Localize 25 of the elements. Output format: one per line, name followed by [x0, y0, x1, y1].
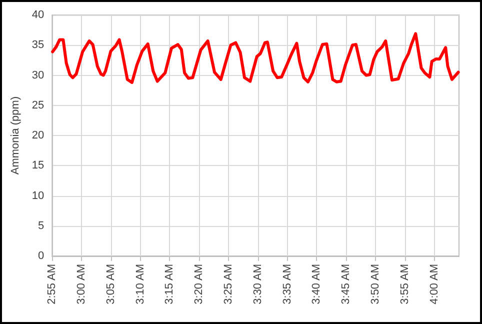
x-tick-label: 3:25 AM	[222, 264, 235, 304]
y-tick-label: 40	[32, 9, 44, 21]
x-tick-label: 3:20 AM	[193, 264, 206, 304]
x-tick-label: 3:05 AM	[104, 264, 117, 304]
y-tick-label: 35	[32, 39, 44, 52]
y-tick-label: 20	[32, 130, 44, 142]
y-axis-title: Ammonia (ppm)	[10, 96, 22, 175]
y-tick-label: 0	[38, 250, 44, 262]
x-tick-label: 3:55 AM	[398, 264, 411, 304]
line-series	[51, 32, 460, 84]
x-tick-label: 3:15 AM	[164, 264, 176, 304]
x-tick-label: 3:40 AM	[310, 264, 323, 304]
y-tick-label: 25	[32, 99, 44, 112]
x-tick-label: 3:35 AM	[281, 264, 294, 304]
x-tick-label: 3:30 AM	[252, 264, 264, 304]
x-tick-label: 4:00 AM	[428, 264, 440, 304]
y-tick-label: 30	[32, 69, 44, 82]
x-tick-label: 3:45 AM	[340, 264, 352, 304]
y-tick-label: 10	[32, 190, 44, 202]
x-tick-label: 3:50 AM	[369, 264, 382, 304]
x-tick-label: 3:10 AM	[134, 264, 146, 304]
x-tick-label: 2:55 AM	[46, 264, 58, 304]
x-tick-label: 3:00 AM	[76, 264, 88, 304]
y-tick-label: 15	[32, 160, 44, 172]
y-tick-label: 5	[38, 220, 44, 232]
